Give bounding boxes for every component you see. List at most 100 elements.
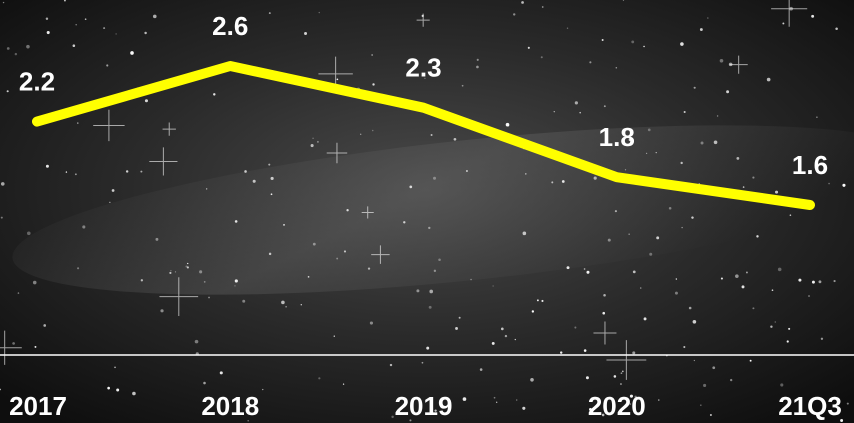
star [1, 182, 5, 186]
star [816, 117, 817, 118]
star [126, 170, 128, 172]
star [112, 189, 115, 192]
star [656, 152, 657, 153]
star [689, 307, 692, 310]
star [82, 225, 85, 228]
star [506, 123, 510, 127]
star [368, 268, 370, 270]
star [75, 173, 77, 175]
star [391, 416, 393, 418]
star [429, 306, 432, 309]
star [130, 51, 134, 55]
star [106, 64, 108, 66]
x-tick-label: 2019 [395, 391, 453, 421]
star [562, 180, 565, 183]
star [778, 268, 782, 272]
star [175, 271, 176, 272]
star [532, 310, 534, 312]
star [208, 297, 210, 299]
star [707, 17, 709, 19]
star [494, 397, 496, 399]
star [560, 351, 562, 353]
star [646, 153, 647, 154]
star [700, 405, 701, 406]
star [438, 258, 441, 261]
star [790, 214, 792, 216]
star [426, 347, 429, 350]
star [640, 287, 642, 289]
star [268, 164, 270, 166]
star [835, 27, 838, 30]
star [26, 45, 30, 49]
star [235, 279, 238, 282]
value-label: 2.3 [405, 53, 441, 83]
star [433, 177, 436, 180]
star [602, 39, 604, 41]
star [574, 327, 576, 329]
star [714, 141, 718, 145]
star [269, 253, 271, 255]
star [496, 402, 497, 403]
star [847, 403, 849, 405]
star [780, 383, 783, 386]
star [107, 387, 110, 390]
x-tick-label: 2018 [201, 391, 259, 421]
star [15, 53, 17, 55]
star [750, 360, 752, 362]
star [542, 6, 544, 8]
star [132, 392, 136, 396]
star [775, 191, 778, 194]
star [681, 227, 682, 228]
star [470, 279, 472, 281]
value-label: 1.8 [599, 122, 635, 152]
star [103, 27, 105, 29]
star [541, 300, 543, 302]
star [3, 2, 4, 3]
star [515, 339, 516, 340]
star [567, 266, 570, 269]
star [77, 267, 79, 269]
star [528, 47, 530, 49]
star [431, 134, 433, 136]
star [46, 165, 49, 168]
star [604, 105, 606, 107]
star [480, 368, 483, 371]
star [244, 170, 247, 173]
star [658, 399, 660, 401]
star [27, 232, 31, 236]
star [584, 349, 587, 352]
star [643, 46, 644, 47]
star [693, 320, 697, 324]
star [371, 54, 372, 55]
star [390, 364, 392, 366]
star [701, 141, 704, 144]
star [614, 375, 617, 378]
star [675, 292, 678, 295]
star [301, 304, 302, 305]
star [308, 276, 310, 278]
star [77, 122, 78, 123]
star [34, 346, 36, 348]
star [403, 221, 405, 223]
star [694, 87, 696, 89]
star [676, 278, 677, 279]
star [199, 270, 202, 273]
star [187, 263, 188, 264]
star [656, 236, 659, 239]
star [422, 362, 424, 364]
x-tick-label: 21Q3 [778, 391, 842, 421]
star [513, 13, 515, 15]
star [616, 67, 618, 69]
star [631, 40, 634, 43]
star [43, 324, 46, 327]
star [821, 338, 823, 340]
star [620, 383, 622, 385]
star [703, 384, 706, 387]
star [584, 268, 586, 270]
star [726, 90, 729, 93]
star [7, 47, 10, 50]
star [586, 271, 589, 274]
star [170, 270, 171, 271]
star [317, 141, 319, 143]
star [337, 78, 339, 80]
